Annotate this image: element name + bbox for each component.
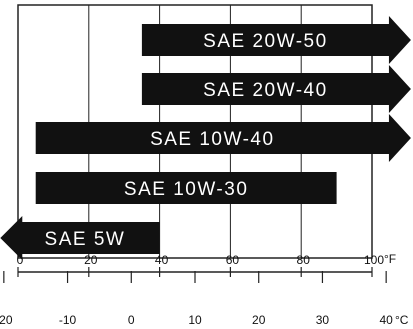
bar-label: SAE 10W-40 — [150, 129, 274, 150]
bar-label: SAE 10W-30 — [124, 179, 248, 200]
bars: SAE 20W-50 SAE 20W-40 SAE 10W-40 SAE 10W-30… — [0, 16, 411, 260]
fahrenheit-unit-label: °F — [384, 252, 396, 266]
bar-label: SAE 20W-40 — [203, 80, 327, 101]
bar-sae-20w-40: SAE 20W-40 — [141, 65, 411, 113]
fahrenheit-tick-label: 60 — [226, 253, 240, 267]
celsius-tick-label: 30 — [316, 313, 330, 327]
bar-sae-10w-40: SAE 10W-40 — [35, 114, 411, 162]
celsius-tick-label: -20 — [0, 313, 13, 327]
fahrenheit-tick-label: 0 — [17, 253, 24, 267]
bar-shape — [35, 172, 337, 204]
bar-label: SAE 20W-50 — [203, 31, 327, 52]
fahrenheit-tick-label: 40 — [155, 253, 169, 267]
fahrenheit-tick-label: 100 — [364, 253, 384, 267]
celsius-tick-label: 40 — [379, 313, 393, 327]
fahrenheit-tick-label: 80 — [297, 253, 311, 267]
celsius-tick-label: -10 — [59, 313, 77, 327]
celsius-unit-label: °C — [395, 313, 409, 327]
bar-shape — [141, 65, 411, 113]
bar-label: SAE 5W — [45, 229, 126, 250]
celsius-tick-label: 20 — [252, 313, 266, 327]
bar-sae-10w-30: SAE 10W-30 — [35, 172, 337, 204]
bar-shape — [35, 114, 411, 162]
celsius-tick-label: 0 — [128, 313, 135, 327]
fahrenheit-tick-label: 20 — [84, 253, 98, 267]
bar-shape — [141, 16, 411, 64]
bar-shape — [0, 216, 160, 260]
celsius-tick-label: 10 — [188, 313, 202, 327]
bar-sae-5w: SAE 5W — [0, 216, 160, 260]
bar-sae-20w-50: SAE 20W-50 — [141, 16, 411, 64]
